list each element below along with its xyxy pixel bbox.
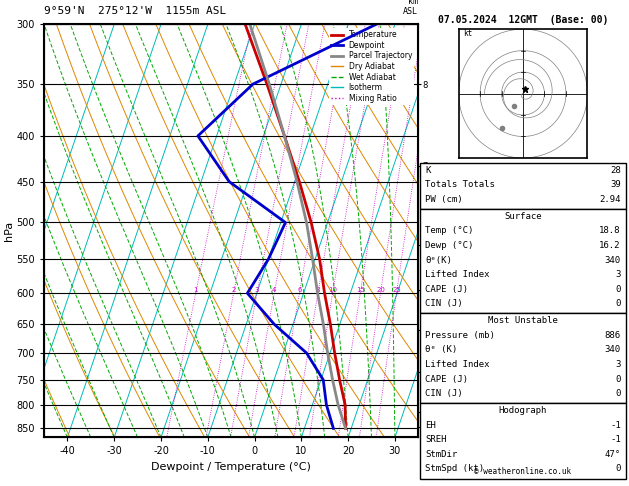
- Text: StmDir: StmDir: [425, 450, 457, 459]
- Text: 0: 0: [615, 285, 621, 294]
- Text: 886: 886: [604, 331, 621, 340]
- Text: km
ASL: km ASL: [403, 0, 418, 16]
- Text: 39: 39: [610, 180, 621, 189]
- Text: kt: kt: [463, 29, 472, 37]
- Text: 16.2: 16.2: [599, 241, 621, 250]
- Y-axis label: Mixing Ratio (g/kg): Mixing Ratio (g/kg): [445, 188, 454, 274]
- X-axis label: Dewpoint / Temperature (°C): Dewpoint / Temperature (°C): [151, 462, 311, 472]
- Text: K: K: [425, 166, 431, 174]
- Text: 340: 340: [604, 346, 621, 354]
- Text: Hodograph: Hodograph: [499, 406, 547, 415]
- Text: Surface: Surface: [504, 212, 542, 221]
- Text: 28: 28: [610, 166, 621, 174]
- Text: 25: 25: [392, 287, 401, 293]
- Text: Lifted Index: Lifted Index: [425, 360, 490, 369]
- Text: Pressure (mb): Pressure (mb): [425, 331, 495, 340]
- Text: 340: 340: [604, 256, 621, 264]
- Text: 1: 1: [194, 287, 198, 293]
- Text: SREH: SREH: [425, 435, 447, 444]
- Text: 3: 3: [615, 360, 621, 369]
- Text: StmSpd (kt): StmSpd (kt): [425, 465, 484, 473]
- Text: CAPE (J): CAPE (J): [425, 285, 468, 294]
- Text: PW (cm): PW (cm): [425, 195, 463, 204]
- Text: 0: 0: [615, 299, 621, 308]
- Text: 9°59'N  275°12'W  1155m ASL: 9°59'N 275°12'W 1155m ASL: [44, 6, 226, 16]
- Text: 0: 0: [615, 465, 621, 473]
- Y-axis label: hPa: hPa: [4, 221, 14, 241]
- Text: CIN (J): CIN (J): [425, 299, 463, 308]
- Text: 2: 2: [231, 287, 236, 293]
- Legend: Temperature, Dewpoint, Parcel Trajectory, Dry Adiabat, Wet Adiabat, Isotherm, Mi: Temperature, Dewpoint, Parcel Trajectory…: [329, 28, 415, 105]
- Text: θᵉ(K): θᵉ(K): [425, 256, 452, 264]
- Text: CIN (J): CIN (J): [425, 389, 463, 398]
- Text: 2.94: 2.94: [599, 195, 621, 204]
- Text: 18.8: 18.8: [599, 226, 621, 235]
- Text: -1: -1: [610, 435, 621, 444]
- Text: 3: 3: [255, 287, 259, 293]
- Text: Most Unstable: Most Unstable: [488, 316, 558, 325]
- Text: Dewp (°C): Dewp (°C): [425, 241, 474, 250]
- Text: 8: 8: [316, 287, 320, 293]
- Text: 47°: 47°: [604, 450, 621, 459]
- Text: 4: 4: [272, 287, 276, 293]
- Text: Lifted Index: Lifted Index: [425, 270, 490, 279]
- Text: 10: 10: [328, 287, 337, 293]
- Text: 07.05.2024  12GMT  (Base: 00): 07.05.2024 12GMT (Base: 00): [438, 15, 608, 25]
- Text: 0: 0: [615, 389, 621, 398]
- Text: © weatheronline.co.uk: © weatheronline.co.uk: [474, 467, 572, 476]
- Text: θᵉ (K): θᵉ (K): [425, 346, 457, 354]
- Text: 6: 6: [297, 287, 302, 293]
- Text: 20: 20: [376, 287, 385, 293]
- Text: 3: 3: [615, 270, 621, 279]
- Text: 0: 0: [615, 375, 621, 383]
- Text: 15: 15: [356, 287, 365, 293]
- Text: Temp (°C): Temp (°C): [425, 226, 474, 235]
- Text: EH: EH: [425, 421, 436, 430]
- Text: Totals Totals: Totals Totals: [425, 180, 495, 189]
- Text: -1: -1: [610, 421, 621, 430]
- Text: CAPE (J): CAPE (J): [425, 375, 468, 383]
